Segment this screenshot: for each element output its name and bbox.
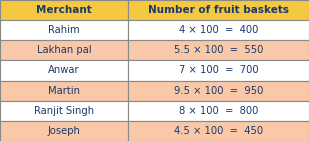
Text: Joseph: Joseph bbox=[48, 126, 81, 136]
Text: 4.5 × 100  =  450: 4.5 × 100 = 450 bbox=[174, 126, 263, 136]
Bar bbox=[0, 121, 128, 141]
Text: 7 × 100  =  700: 7 × 100 = 700 bbox=[179, 66, 258, 75]
Bar bbox=[128, 121, 309, 141]
Text: Merchant: Merchant bbox=[36, 5, 92, 15]
Text: Anwar: Anwar bbox=[48, 66, 80, 75]
Bar bbox=[0, 20, 128, 40]
Bar bbox=[128, 101, 309, 121]
Text: 4 × 100  =  400: 4 × 100 = 400 bbox=[179, 25, 258, 35]
Bar bbox=[0, 60, 128, 81]
Text: 8 × 100  =  800: 8 × 100 = 800 bbox=[179, 106, 258, 116]
Text: 5.5 × 100  =  550: 5.5 × 100 = 550 bbox=[174, 45, 263, 55]
Text: Martin: Martin bbox=[48, 86, 80, 96]
Bar bbox=[128, 0, 309, 20]
Bar bbox=[0, 101, 128, 121]
Text: 9.5 × 100  =  950: 9.5 × 100 = 950 bbox=[174, 86, 263, 96]
Bar bbox=[0, 81, 128, 101]
Bar bbox=[128, 60, 309, 81]
Text: Ranjit Singh: Ranjit Singh bbox=[34, 106, 94, 116]
Text: Rahim: Rahim bbox=[48, 25, 80, 35]
Bar bbox=[128, 81, 309, 101]
Text: Lakhan pal: Lakhan pal bbox=[37, 45, 91, 55]
Bar bbox=[0, 40, 128, 60]
Bar bbox=[128, 20, 309, 40]
Bar bbox=[0, 0, 128, 20]
Bar bbox=[128, 40, 309, 60]
Text: Number of fruit baskets: Number of fruit baskets bbox=[148, 5, 289, 15]
